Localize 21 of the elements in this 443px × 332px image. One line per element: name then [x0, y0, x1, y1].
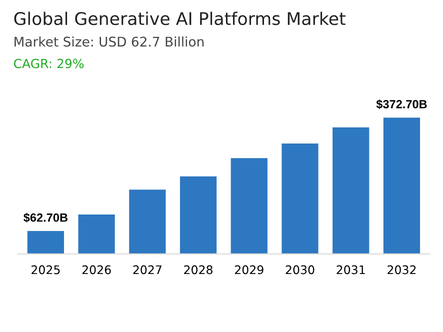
x-tick-label: 2028	[184, 265, 212, 274]
bar	[230, 158, 268, 254]
x-tick-label: 2031	[336, 265, 365, 274]
bar	[282, 143, 318, 254]
x-tick-label: 2025	[32, 265, 60, 274]
data-label: $62.70B	[24, 212, 68, 223]
bar	[332, 127, 370, 254]
x-tick-label: 2030	[286, 265, 314, 274]
x-tick-label: 2029	[234, 265, 264, 274]
text: CAGR: 29%	[14, 58, 84, 68]
bar	[383, 118, 420, 254]
bar	[78, 214, 115, 254]
chart-subtitle: Market Size: USD 62.7 Billion	[14, 36, 204, 47]
data-label: $372.70B	[376, 99, 427, 110]
chart-title: Global Generative AI Platforms Market	[14, 12, 346, 26]
bar	[129, 190, 166, 254]
bar	[180, 176, 217, 254]
x-tick-label: 2027	[133, 265, 162, 274]
bar	[27, 231, 64, 254]
x-tick-label: 2026	[82, 265, 111, 274]
x-tick-label: 2032	[388, 265, 416, 274]
